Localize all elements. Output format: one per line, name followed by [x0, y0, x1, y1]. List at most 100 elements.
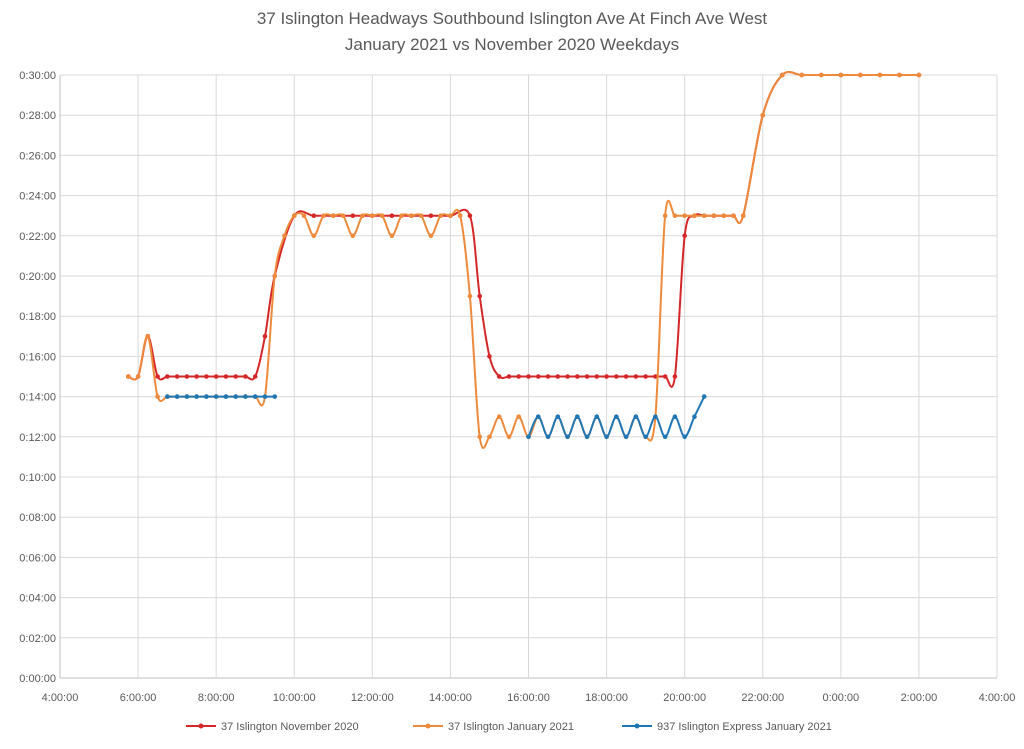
data-point	[858, 72, 863, 78]
series-1	[126, 71, 922, 388]
y-tick-label: 0:10:00	[19, 472, 56, 484]
data-point	[838, 72, 844, 78]
x-tick-label: 12:00:00	[351, 692, 394, 704]
data-point	[428, 233, 434, 239]
data-point	[633, 414, 639, 420]
data-point	[643, 434, 648, 440]
data-point	[243, 394, 248, 399]
legend: 37 Islington November 2020 37 Islington J…	[186, 721, 832, 733]
data-point	[262, 394, 268, 399]
data-point	[496, 374, 502, 379]
data-point	[477, 293, 482, 299]
data-point	[516, 374, 522, 379]
y-tick-label: 0:00:00	[19, 673, 56, 685]
data-point	[662, 374, 668, 379]
data-point	[614, 414, 619, 420]
data-point	[360, 213, 365, 218]
x-tick-label: 4:00:00	[979, 692, 1016, 704]
data-point	[701, 394, 707, 399]
data-point	[545, 434, 551, 440]
data-point	[662, 213, 668, 218]
data-point	[535, 414, 541, 420]
chart-title: 37 Islington Headways Southbound Islingt…	[257, 9, 768, 54]
data-point	[223, 374, 229, 379]
data-point	[877, 72, 883, 78]
y-tick-label: 0:12:00	[19, 432, 56, 444]
data-point	[448, 213, 453, 218]
data-point	[204, 394, 209, 399]
data-point	[389, 233, 395, 239]
x-tick-label: 4:00:00	[42, 692, 79, 704]
data-point	[223, 394, 229, 399]
data-point	[555, 414, 561, 420]
data-point	[409, 213, 414, 218]
legend-marker	[425, 723, 431, 729]
data-point	[672, 414, 678, 420]
data-point	[916, 72, 922, 78]
y-axis-tick-labels: 0:00:00 0:02:00 0:04:00 0:06:00 0:08:00 0:10:…	[19, 70, 56, 685]
y-tick-label: 0:04:00	[19, 593, 56, 605]
y-tick-label: 0:24:00	[19, 191, 56, 203]
data-point	[682, 213, 687, 218]
legend-label: 37 Islington January 2021	[448, 721, 574, 733]
data-point	[604, 434, 609, 440]
data-point	[487, 354, 492, 359]
data-point	[477, 434, 482, 440]
data-point	[399, 213, 404, 218]
legend-marker	[198, 723, 204, 729]
data-point	[682, 233, 687, 239]
legend-label: 37 Islington November 2020	[221, 721, 359, 733]
data-point	[594, 374, 600, 379]
data-point	[457, 213, 463, 218]
data-point	[516, 414, 522, 420]
data-point	[594, 414, 600, 420]
data-point	[575, 414, 580, 420]
data-point	[350, 233, 356, 239]
data-point	[213, 374, 219, 379]
y-tick-label: 0:18:00	[19, 311, 56, 323]
data-point	[233, 394, 238, 399]
data-point	[565, 374, 570, 379]
data-point	[819, 72, 824, 78]
series-line	[127, 71, 919, 449]
data-point	[165, 394, 170, 399]
y-tick-label: 0:20:00	[19, 271, 56, 283]
data-point	[535, 374, 541, 379]
data-point	[653, 414, 658, 420]
x-axis-tick-labels: 4:00:00 6:00:00 8:00:00 10:00:00 12:00:00 14:…	[42, 692, 1016, 704]
y-tick-label: 0:22:00	[19, 231, 56, 243]
data-point	[672, 374, 678, 379]
legend-item-2: 37 Islington January 2021	[413, 721, 574, 733]
data-point	[721, 213, 727, 218]
data-point	[731, 213, 736, 218]
data-point	[555, 374, 561, 379]
x-tick-label: 14:00:00	[429, 692, 472, 704]
data-point	[145, 334, 151, 339]
data-point	[262, 334, 268, 339]
data-point	[467, 213, 473, 218]
data-point	[155, 394, 160, 399]
series-lines	[126, 71, 922, 449]
data-point	[311, 233, 317, 239]
data-point	[662, 434, 668, 440]
data-point	[184, 374, 190, 379]
data-point	[506, 434, 512, 440]
chart-title-line-1: 37 Islington Headways Southbound Islingt…	[257, 9, 768, 28]
x-tick-label: 8:00:00	[198, 692, 235, 704]
data-point	[643, 374, 648, 379]
data-point	[653, 374, 658, 379]
data-point	[692, 213, 697, 218]
y-tick-label: 0:14:00	[19, 392, 56, 404]
x-tick-label: 0:00:00	[822, 692, 859, 704]
data-point	[418, 213, 424, 218]
data-point	[184, 394, 190, 399]
data-point	[565, 434, 570, 440]
chart-title-line-2: January 2021 vs November 2020 Weekdays	[345, 35, 679, 54]
data-point	[126, 374, 131, 379]
series-line	[127, 71, 919, 388]
data-point	[321, 213, 326, 218]
data-point	[252, 374, 258, 379]
data-point	[692, 414, 697, 420]
data-point	[233, 374, 238, 379]
